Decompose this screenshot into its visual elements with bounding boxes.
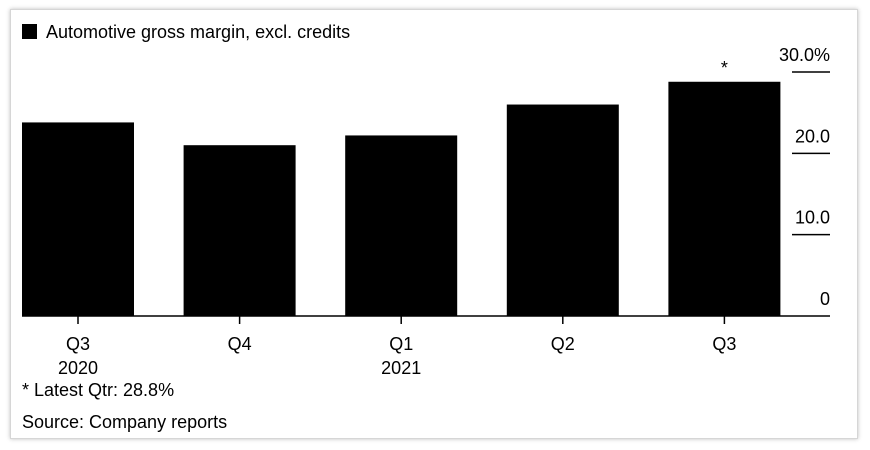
bars: *	[22, 58, 781, 317]
footnote: * Latest Qtr: 28.8%	[22, 380, 174, 400]
x-tick-sublabel: 2021	[381, 358, 421, 378]
x-axis: Q3 2020 Q4 Q1 2021 Q2 Q3	[58, 316, 736, 378]
source-note: Source: Company reports	[22, 412, 227, 432]
x-tick-label: Q3	[66, 334, 90, 354]
legend-swatch	[22, 24, 37, 39]
bar-3	[345, 135, 458, 316]
y-tick-label: 20.0	[795, 126, 830, 146]
x-tick-label: Q1	[389, 334, 413, 354]
y-tick-label: 30.0%	[779, 45, 830, 65]
bar-4	[506, 104, 619, 317]
y-axis: 0 10.0 20.0 30.0%	[779, 45, 830, 309]
y-tick-label: 0	[820, 289, 830, 309]
x-tick-label: Q2	[551, 334, 575, 354]
legend-label: Automotive gross margin, excl. credits	[46, 22, 350, 42]
bar-5	[668, 81, 781, 316]
x-tick-label: Q3	[712, 334, 736, 354]
x-tick-label: Q4	[228, 334, 252, 354]
bar-1	[22, 122, 134, 316]
bar-2	[183, 145, 296, 316]
x-tick-sublabel: 2020	[58, 358, 98, 378]
annotation-asterisk: *	[721, 58, 728, 78]
y-tick-label: 10.0	[795, 208, 830, 228]
